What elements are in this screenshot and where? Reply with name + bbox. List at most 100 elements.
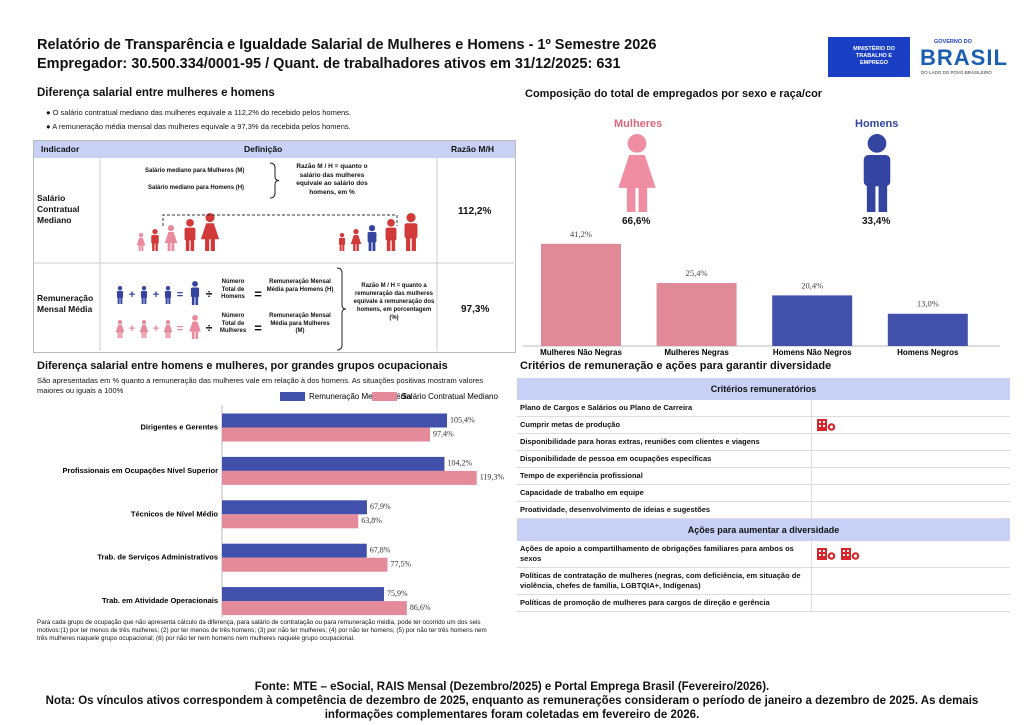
definition-text: Remuneração Mensal Média para Mulheres (… bbox=[269, 313, 331, 334]
criteria-row: Proatividade, desenvolvimento de ideias … bbox=[517, 502, 1010, 519]
person-leg bbox=[165, 331, 168, 338]
operator: = bbox=[177, 289, 183, 301]
person-leg bbox=[141, 297, 144, 304]
category-label: Mulheres Negras bbox=[664, 348, 729, 357]
category-label: Trab. de Serviços Administrativos bbox=[97, 553, 218, 562]
person-head bbox=[387, 219, 395, 227]
section-header: Critérios remuneratórios bbox=[517, 378, 1010, 400]
person-leg bbox=[191, 296, 195, 305]
person-body bbox=[200, 223, 220, 240]
person-icon bbox=[190, 281, 200, 305]
footer-source: Fonte: MTE – eSocial, RAIS Mensal (Dezem… bbox=[254, 681, 770, 693]
legend-label: Salário Contratual Mediano bbox=[401, 392, 498, 401]
person-leg bbox=[866, 184, 876, 212]
value-label: 20,4% bbox=[801, 280, 823, 290]
legend-swatch bbox=[372, 392, 397, 401]
column-header: Definição bbox=[244, 144, 283, 154]
category-label: Profissionais em Ocupações Nível Superio… bbox=[63, 466, 219, 475]
operator: = bbox=[177, 323, 183, 335]
person-leg bbox=[878, 184, 888, 212]
person-head bbox=[406, 213, 416, 223]
person-icon bbox=[367, 225, 377, 251]
person-leg bbox=[356, 243, 359, 251]
person-leg bbox=[626, 184, 636, 212]
report-title: Relatório de Transparência e Igualdade S… bbox=[37, 37, 657, 53]
person-body bbox=[184, 227, 196, 241]
criteria-row: Políticas de contratação de mulheres (ne… bbox=[517, 568, 1010, 595]
value-label: 105,4% bbox=[450, 415, 475, 424]
chart-annotation: Para cada grupo de ocupação que não apre… bbox=[37, 619, 487, 642]
value-label: 104,2% bbox=[447, 459, 472, 468]
criteria-label: Cumprir metas de produção bbox=[517, 417, 812, 433]
category-label: Homens Não Negros bbox=[773, 348, 852, 357]
person-leg bbox=[391, 239, 396, 251]
person-leg bbox=[117, 297, 120, 304]
legend-label: Remuneração Mensal Média bbox=[309, 392, 412, 401]
value-label: 119,3% bbox=[480, 473, 505, 482]
person-leg bbox=[205, 237, 210, 251]
person-leg bbox=[372, 241, 376, 251]
bar bbox=[656, 283, 737, 346]
column-header: Razão M/H bbox=[451, 144, 494, 154]
value-label: 67,8% bbox=[370, 546, 391, 555]
criteria-label: Políticas de contratação de mulheres (ne… bbox=[517, 568, 812, 594]
indicator: Remuneração Mensal Média bbox=[37, 293, 94, 314]
value-label: 25,4% bbox=[686, 268, 708, 278]
person-icon bbox=[151, 229, 159, 251]
person-leg bbox=[165, 297, 168, 304]
person-icon bbox=[385, 219, 397, 251]
person-head bbox=[186, 219, 194, 227]
criteria-row: Políticas de promoção de mulheres para c… bbox=[517, 595, 1010, 612]
person-leg bbox=[638, 184, 648, 212]
legend-swatch bbox=[280, 392, 305, 401]
operator: = bbox=[254, 320, 262, 335]
criteria-label: Plano de Cargos e Salários ou Plano de C… bbox=[517, 400, 812, 416]
gov-tagline: DO LADO DO POVO BRASILEIRO bbox=[921, 70, 992, 75]
person-icon bbox=[338, 233, 346, 251]
chart-title: Diferença salarial entre homens e mulher… bbox=[37, 360, 448, 372]
operator: + bbox=[129, 289, 135, 301]
criteria-label: Ações de apoio a compartilhamento de obr… bbox=[517, 541, 812, 567]
person-leg bbox=[141, 331, 144, 338]
person-head bbox=[627, 134, 647, 153]
value-label: 77,5% bbox=[390, 560, 411, 569]
person-leg bbox=[120, 297, 123, 304]
person-body bbox=[367, 232, 377, 243]
criteria-label: Disponibilidade de pessoa em ocupações e… bbox=[517, 451, 812, 467]
person-body bbox=[151, 234, 159, 244]
criteria-icon bbox=[817, 419, 836, 431]
person-body bbox=[163, 324, 173, 333]
person-head bbox=[117, 320, 123, 325]
value-label: 13,0% bbox=[917, 299, 939, 309]
person-body bbox=[136, 237, 146, 246]
person-body bbox=[404, 223, 418, 239]
operator: + bbox=[153, 289, 159, 301]
operator: + bbox=[153, 323, 159, 335]
person-head bbox=[165, 320, 171, 325]
value-label: 41,2% bbox=[570, 229, 592, 239]
ministry-name: MINISTÉRIO DO TRABALHO E EMPREGO bbox=[853, 46, 895, 66]
person-icon bbox=[863, 134, 891, 212]
person-icon bbox=[350, 229, 362, 251]
person-head bbox=[368, 225, 376, 232]
definition-text: Número Total de Mulheres bbox=[219, 313, 247, 334]
person-leg bbox=[339, 244, 342, 251]
criteria-row: Plano de Cargos e Salários ou Plano de C… bbox=[517, 400, 1010, 417]
value-label: 86,6% bbox=[410, 603, 431, 612]
gov-top: GOVERNO DO bbox=[934, 39, 972, 45]
definition-text: Número Total de Homens bbox=[221, 279, 245, 300]
person-icon bbox=[164, 225, 178, 251]
criteria-icon bbox=[817, 548, 836, 560]
person-body bbox=[140, 290, 148, 299]
bar bbox=[222, 514, 359, 529]
person-body bbox=[189, 321, 201, 332]
definition-text: Salário mediano para Mulheres (M) bbox=[145, 168, 245, 174]
value-label: 75,9% bbox=[387, 589, 408, 598]
criteria-row: Tempo de experiência profissional bbox=[517, 468, 1010, 485]
bar bbox=[541, 243, 621, 346]
section-header: Ações para aumentar a diversidade bbox=[517, 519, 1010, 541]
section-title: Diferença salarial entre mulheres e home… bbox=[37, 87, 275, 99]
criteria-row: Capacidade de trabalho em equipe bbox=[517, 485, 1010, 502]
